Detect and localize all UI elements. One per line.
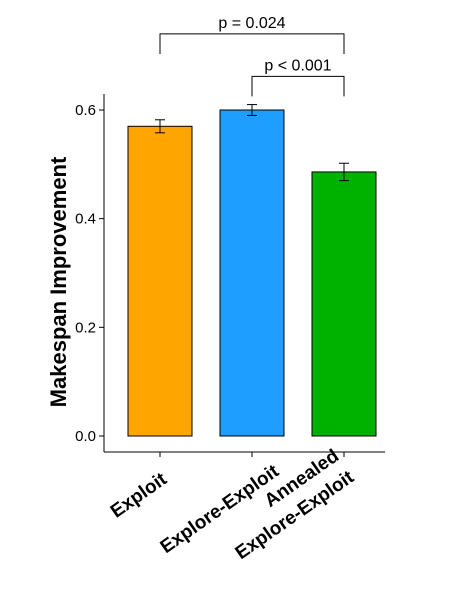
p-value-label: p = 0.024	[218, 15, 285, 32]
bars	[127, 109, 377, 437]
significance-bracket	[159, 33, 345, 55]
p-value-label: p < 0.001	[264, 57, 331, 74]
bar	[311, 171, 377, 437]
error-bars	[155, 104, 349, 182]
y-ticks: 0.0 0.2 0.4 0.6	[75, 102, 104, 445]
x-tick-label: Exploit	[107, 469, 171, 523]
x-ticks: ExploitExplore-ExploitAnnealedExplore-Ex…	[107, 446, 358, 564]
significance-annotations: p = 0.024 p < 0.001	[159, 15, 345, 97]
y-axis-label: Makespan Improvement	[46, 156, 71, 407]
significance-bracket	[251, 75, 345, 97]
bar	[219, 109, 285, 437]
y-tick-label: 0.0	[75, 428, 96, 445]
y-tick-label: 0.2	[75, 319, 96, 336]
x-tick-label-line: Exploit	[107, 469, 171, 523]
bar	[127, 125, 193, 437]
y-tick-label: 0.4	[75, 211, 96, 228]
y-tick-label: 0.6	[75, 102, 96, 119]
axes	[103, 94, 385, 453]
